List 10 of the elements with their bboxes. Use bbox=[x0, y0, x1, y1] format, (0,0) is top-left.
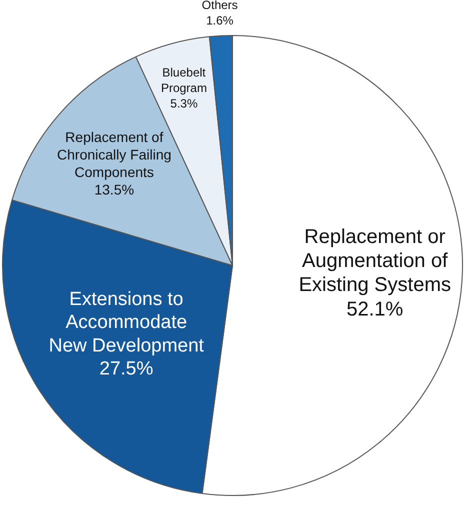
data-label: 5.3% bbox=[170, 96, 198, 110]
slice-label: Extensions to Accommodate New Development bbox=[48, 289, 205, 356]
data-label: 27.5% bbox=[99, 358, 154, 380]
slice-label: Others bbox=[202, 0, 238, 12]
data-label: 1.6% bbox=[206, 14, 234, 28]
data-label: 52.1% bbox=[346, 298, 404, 320]
slice-label: Replacement or Augmentation of Existing Systems bbox=[298, 226, 451, 296]
slice-label: Bluebelt Program bbox=[160, 66, 207, 96]
data-label: 13.5% bbox=[94, 182, 134, 198]
slice-label: Replacement of Chronically Failing Components bbox=[57, 128, 172, 180]
